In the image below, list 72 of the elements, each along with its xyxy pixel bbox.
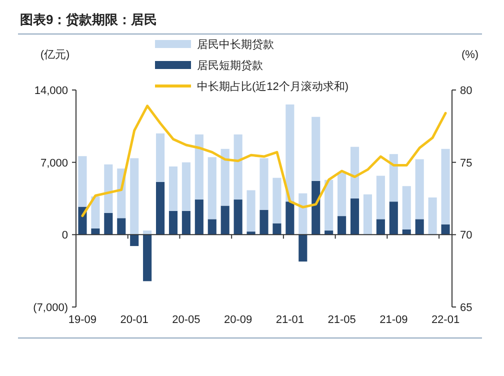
y-tick-label: 14,000 (34, 85, 68, 97)
bar (428, 197, 437, 235)
chart-title: 图表9：贷款期限：居民 (20, 12, 158, 27)
bar (234, 134, 242, 200)
bar (389, 202, 398, 235)
bar (168, 166, 178, 211)
bar (182, 210, 190, 235)
bar (156, 182, 165, 235)
bar (376, 219, 385, 235)
y-tick-label: 7,000 (40, 157, 68, 170)
bar (338, 216, 346, 235)
x-tick-label: 20-09 (224, 314, 252, 326)
bar (156, 133, 165, 182)
y2-tick-label: 75 (460, 157, 472, 170)
x-tick-label: 20-05 (172, 314, 200, 326)
bar (312, 180, 320, 235)
legend-label: 居民中长期贷款 (197, 38, 274, 51)
y2-tick-label: 80 (460, 85, 472, 97)
x-tick-label: 19-09 (68, 314, 97, 326)
y-tick-label: 0 (62, 230, 68, 242)
legend-label: 中长期占比(近12个月滚动求和) (197, 80, 349, 93)
bar (220, 148, 230, 206)
x-tick-label: 22-01 (431, 314, 460, 326)
bar (272, 178, 282, 224)
x-tick-label: 21-09 (380, 314, 408, 326)
bar (363, 194, 372, 235)
bar (415, 159, 424, 220)
bar (272, 223, 282, 235)
y2-tick-label: 70 (460, 230, 472, 242)
bar (338, 172, 346, 216)
bar (298, 193, 308, 235)
bar (246, 190, 256, 232)
bar (104, 164, 113, 213)
bar (298, 234, 308, 262)
bar (78, 206, 87, 235)
bar (324, 180, 334, 231)
bar (117, 218, 126, 235)
bar (441, 148, 450, 224)
bar (376, 176, 385, 220)
bar (104, 212, 113, 235)
y2-axis-title: (%) (461, 49, 479, 61)
bar (143, 234, 152, 282)
bar (194, 134, 204, 200)
bar (312, 116, 320, 181)
bar (441, 224, 450, 235)
y-axis-title: (亿元) (40, 49, 70, 61)
legend-label: 居民短期贷款 (197, 59, 263, 72)
y-tick-label: (7,000) (33, 302, 68, 314)
bar (182, 162, 190, 211)
bar (260, 158, 268, 210)
bar (208, 219, 216, 235)
bar (220, 206, 230, 235)
bar (208, 157, 216, 220)
x-tick-label: 20-01 (120, 314, 148, 326)
bar (91, 196, 100, 228)
bar (194, 200, 204, 235)
y2-tick-label: 65 (460, 302, 472, 314)
bar (286, 104, 294, 202)
bar (286, 202, 294, 235)
bar (350, 198, 360, 235)
bar (168, 210, 178, 235)
bar (415, 219, 424, 235)
bar (130, 158, 139, 235)
x-tick-label: 21-01 (276, 314, 304, 326)
bar (234, 200, 242, 235)
bar (402, 186, 411, 230)
x-tick-label: 21-05 (328, 314, 356, 326)
bar (260, 210, 268, 235)
bar (130, 234, 139, 246)
bar (350, 146, 360, 198)
bar (78, 156, 87, 207)
bar (389, 154, 398, 202)
